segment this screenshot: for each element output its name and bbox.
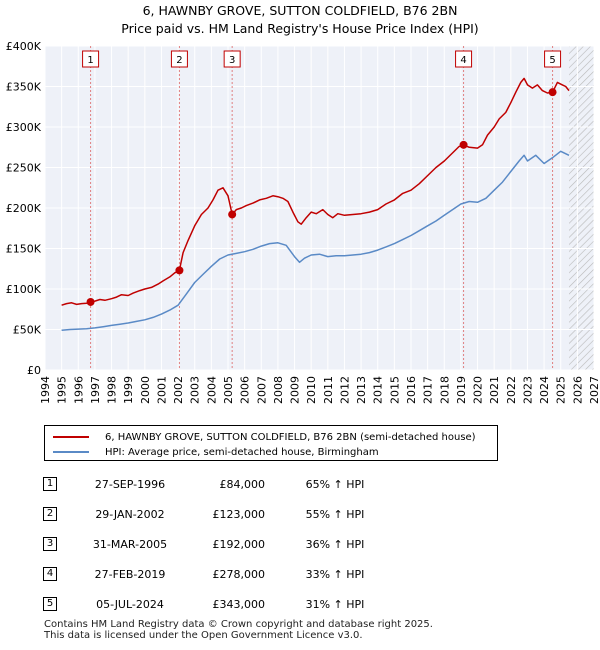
sale-hpi-diff: 36% ↑ HPI (305, 538, 365, 551)
x-tick-label: 1998 (106, 376, 119, 404)
x-tick-label: 2006 (239, 376, 252, 404)
price-chart: 6, HAWNBY GROVE, SUTTON COLDFIELD, B76 2… (6, 3, 600, 404)
legend-item-hpi: HPI: Average price, semi-detached house,… (53, 444, 379, 460)
x-tick-label: 2005 (222, 376, 235, 404)
sale-point (459, 140, 468, 149)
sale-price: £192,000 (212, 538, 266, 551)
y-tick-label: £50K (13, 324, 42, 337)
x-tick-label: 2009 (289, 376, 302, 404)
sale-date: 27-SEP-1996 (94, 478, 166, 491)
x-tick-label: 2013 (355, 376, 368, 404)
x-tick-label: 1997 (89, 376, 102, 404)
sale-price: £343,000 (212, 598, 266, 611)
sale-hpi-diff: 65% ↑ HPI (305, 478, 365, 491)
sale-price: £84,000 (219, 478, 266, 491)
x-tick-label: 2021 (488, 376, 501, 404)
chart-subtitle: Price paid vs. HM Land Registry's House … (121, 21, 478, 36)
legend-swatch-hpi (53, 451, 89, 453)
x-tick-label: 2010 (305, 376, 318, 404)
legend-swatch-property (53, 436, 89, 438)
x-tick-label: 2007 (255, 376, 268, 404)
x-tick-label: 2020 (472, 376, 485, 404)
x-tick-label: 2023 (521, 376, 534, 404)
x-tick-label: 2012 (338, 376, 351, 404)
table-row: 2 29-JAN-2002 £123,000 55% ↑ HPI (0, 506, 600, 524)
sale-point (175, 266, 184, 275)
x-tick-label: 2026 (571, 376, 584, 404)
x-tick-label: 2004 (205, 376, 218, 404)
table-row: 5 05-JUL-2024 £343,000 31% ↑ HPI (0, 596, 600, 614)
x-tick-label: 1994 (39, 376, 52, 404)
legend-item-property: 6, HAWNBY GROVE, SUTTON COLDFIELD, B76 2… (53, 429, 476, 445)
x-tick-label: 2011 (322, 376, 335, 404)
sale-number-badge: 5 (43, 597, 57, 611)
sale-label-box (170, 50, 188, 68)
y-tick-label: £250K (6, 162, 42, 175)
sale-label-text: 3 (229, 55, 235, 66)
sale-date: 31-MAR-2005 (92, 538, 168, 551)
sale-price: £123,000 (212, 508, 266, 521)
y-tick-label: £300K (6, 121, 42, 134)
x-tick-label: 2019 (455, 376, 468, 404)
legend-label-property: 6, HAWNBY GROVE, SUTTON COLDFIELD, B76 2… (105, 431, 476, 443)
sale-number-badge: 1 (43, 477, 57, 491)
x-tick-label: 1996 (72, 376, 85, 404)
sale-date: 29-JAN-2002 (95, 508, 165, 521)
sale-date: 05-JUL-2024 (96, 598, 164, 611)
sale-price: £278,000 (212, 568, 266, 581)
footer-line-licence: This data is licensed under the Open Gov… (44, 630, 363, 641)
x-tick-label: 1999 (122, 376, 135, 404)
table-row: 4 27-FEB-2019 £278,000 33% ↑ HPI (0, 566, 600, 584)
sale-number-badge: 3 (43, 537, 57, 551)
chart-title: 6, HAWNBY GROVE, SUTTON COLDFIELD, B76 2… (143, 3, 458, 18)
y-tick-label: £350K (6, 81, 42, 94)
x-tick-label: 2016 (405, 376, 418, 404)
x-tick-label: 2003 (189, 376, 202, 404)
sale-hpi-diff: 33% ↑ HPI (305, 568, 365, 581)
x-tick-label: 2018 (438, 376, 451, 404)
hpi-line (61, 150, 570, 332)
x-tick-label: 2000 (139, 376, 152, 404)
x-tick-label: 2024 (538, 376, 551, 404)
sale-label-box (455, 50, 473, 68)
y-tick-label: £150K (6, 243, 42, 256)
legend-label-hpi: HPI: Average price, semi-detached house,… (105, 446, 379, 458)
footer-line-copyright: Contains HM Land Registry data © Crown c… (44, 619, 433, 630)
x-tick-label: 2015 (388, 376, 401, 404)
sale-point (228, 210, 237, 219)
table-row: 1 27-SEP-1996 £84,000 65% ↑ HPI (0, 476, 600, 494)
x-tick-label: 2022 (505, 376, 518, 404)
y-tick-label: £200K (6, 202, 42, 215)
sale-hpi-diff: 31% ↑ HPI (305, 598, 365, 611)
x-tick-label: 2025 (555, 376, 568, 404)
x-tick-label: 2027 (588, 376, 600, 404)
sale-label-box (223, 50, 241, 68)
x-tick-label: 2008 (272, 376, 285, 404)
sale-label-text: 5 (549, 55, 555, 66)
x-tick-label: 2014 (372, 376, 385, 404)
sale-label-text: 1 (87, 55, 93, 66)
sale-label-box (544, 50, 562, 68)
x-tick-label: 1995 (56, 376, 69, 404)
sale-point (548, 88, 557, 97)
legend: 6, HAWNBY GROVE, SUTTON COLDFIELD, B76 2… (44, 425, 498, 461)
price-paid-line (61, 77, 570, 306)
sale-point (86, 297, 95, 306)
x-tick-label: 2001 (155, 376, 168, 404)
sale-hpi-diff: 55% ↑ HPI (305, 508, 365, 521)
y-tick-label: £100K (6, 283, 42, 296)
y-tick-label: £400K (6, 40, 42, 53)
sale-number-badge: 4 (43, 567, 57, 581)
sale-label-box (82, 50, 100, 68)
table-row: 3 31-MAR-2005 £192,000 36% ↑ HPI (0, 536, 600, 554)
sale-label-text: 2 (176, 55, 182, 66)
footer-attribution: Contains HM Land Registry data © Crown c… (44, 619, 433, 641)
sale-date: 27-FEB-2019 (94, 568, 166, 581)
sale-label-text: 4 (460, 55, 466, 66)
x-tick-label: 2017 (422, 376, 435, 404)
x-tick-label: 2002 (172, 376, 185, 404)
y-tick-label: £0 (27, 364, 41, 377)
sale-number-badge: 2 (43, 507, 57, 521)
